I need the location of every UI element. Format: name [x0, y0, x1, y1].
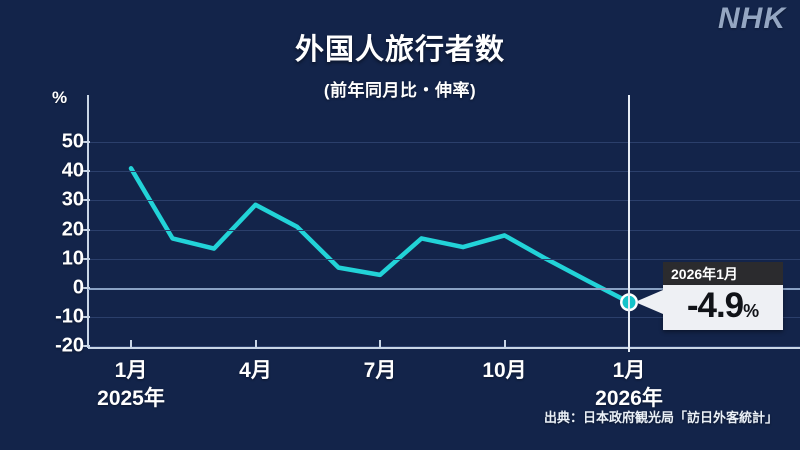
x-axis-tick-mark [379, 340, 381, 349]
x-axis-year-label: 2025年 [97, 387, 165, 410]
y-axis-tick-label: -10 [55, 305, 84, 328]
gridline [88, 171, 800, 173]
callout-value: -4.9 [686, 286, 744, 326]
y-axis-tick-label: 10 [61, 247, 84, 270]
y-axis-tick-mark [82, 228, 90, 231]
y-axis-tick-mark [82, 170, 90, 173]
y-axis-line [87, 95, 89, 348]
callout-value-box: -4.9% [663, 285, 783, 331]
callout-value-unit: % [743, 301, 760, 322]
zero-baseline [88, 288, 800, 290]
x-axis-tick-mark [503, 340, 506, 349]
nhk-logo: NHK [718, 2, 786, 35]
x-axis-tick-label: 10月 [482, 359, 527, 382]
y-axis-tick-mark [82, 257, 90, 260]
y-axis-tick-mark [82, 345, 90, 348]
y-axis-tick-label: -20 [55, 334, 84, 357]
gridline [88, 317, 800, 319]
gridline [88, 142, 800, 143]
gridline [88, 229, 800, 231]
y-axis-tick-mark [82, 199, 90, 202]
value-callout: 2026年1月 -4.9% [663, 262, 783, 331]
x-axis-tick-mark [130, 340, 132, 349]
y-axis-tick-label: 40 [61, 159, 84, 182]
y-axis-tick-label: 30 [61, 188, 84, 211]
x-axis-tick-label: 1月 [612, 359, 646, 382]
y-axis-tick-mark [82, 316, 90, 319]
callout-pointer-arrow-icon [635, 290, 663, 315]
y-axis-tick-mark [82, 141, 90, 143]
highlight-vertical-line [628, 95, 630, 352]
chart-subtitle: (前年同月比・伸率) [323, 81, 477, 100]
callout-period-label: 2026年1月 [663, 262, 783, 286]
x-axis-tick-label: 7月 [363, 359, 397, 382]
x-axis-year-label: 2026年 [595, 387, 663, 410]
x-axis-tick-label: 4月 [239, 359, 272, 382]
gridline [88, 200, 800, 202]
page-title: 外国人旅行者数 [294, 34, 505, 66]
gridline [88, 346, 800, 348]
y-axis-unit-label: % [52, 88, 68, 107]
x-axis-line [88, 347, 800, 349]
y-axis-tick-mark [82, 287, 90, 289]
y-axis-tick-label: 0 [72, 276, 84, 299]
source-note: 出典：日本政府観光局「訪日外客統計」 [543, 410, 778, 425]
gridline [88, 258, 800, 260]
y-axis-tick-label: 50 [61, 130, 84, 153]
x-axis-tick-mark [254, 340, 257, 349]
y-axis-tick-label: 20 [61, 218, 84, 241]
x-axis-tick-label: 1月 [114, 359, 148, 382]
